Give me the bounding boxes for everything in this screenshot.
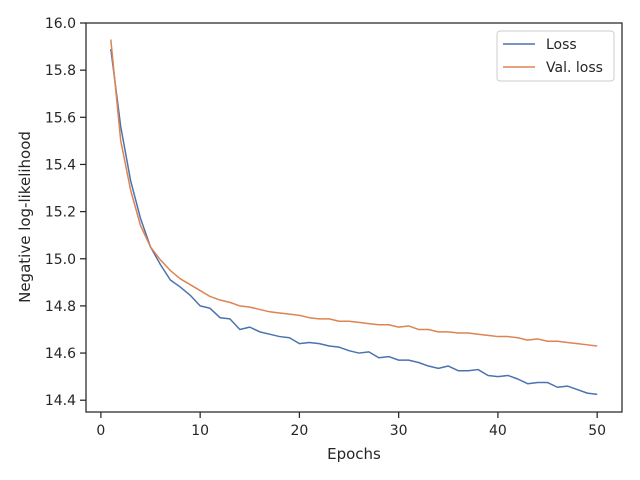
y-tick-label: 15.2 — [45, 205, 76, 221]
legend: Loss Val. loss — [496, 30, 615, 82]
x-tick-label: 20 — [290, 423, 308, 439]
y-tick-label: 15.8 — [45, 63, 76, 79]
x-tick-label: 10 — [191, 423, 209, 439]
y-tick-label: 16.0 — [45, 16, 76, 32]
axes: 0 10 20 30 40 50 14.4 14.6 14.8 15.0 15.2 15.4 15.6 1… — [45, 16, 623, 439]
y-tick-label: 14.4 — [45, 393, 76, 409]
x-axis-label: Epochs — [327, 445, 381, 463]
y-tick-label: 14.8 — [45, 299, 76, 315]
y-tick-label: 14.6 — [45, 346, 76, 362]
y-tick-label: 15.4 — [45, 157, 76, 173]
series-layer — [110, 39, 598, 396]
series-line-loss — [110, 48, 598, 396]
axes-frame — [85, 22, 623, 413]
legend-label-loss: Loss — [546, 37, 577, 53]
y-axis-label: Negative log-likelihood — [16, 131, 34, 303]
x-tick-label: 0 — [96, 423, 105, 439]
y-tick-label: 15.0 — [45, 252, 76, 268]
legend-label-val-loss: Val. loss — [546, 60, 603, 76]
series-line-val-loss — [110, 39, 598, 347]
x-tick-label: 30 — [390, 423, 408, 439]
x-tick-label: 40 — [489, 423, 507, 439]
x-tick-label: 50 — [588, 423, 606, 439]
y-tick-label: 15.6 — [45, 110, 76, 126]
